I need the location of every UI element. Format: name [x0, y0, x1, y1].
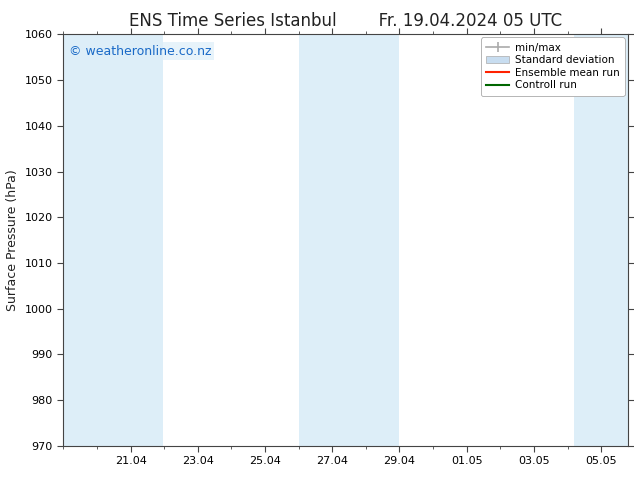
- Legend: min/max, Standard deviation, Ensemble mean run, Controll run: min/max, Standard deviation, Ensemble me…: [481, 37, 624, 96]
- Y-axis label: Surface Pressure (hPa): Surface Pressure (hPa): [6, 169, 19, 311]
- Bar: [574, 34, 628, 446]
- Bar: [63, 34, 163, 446]
- Title: ENS Time Series Istanbul        Fr. 19.04.2024 05 UTC: ENS Time Series Istanbul Fr. 19.04.2024 …: [129, 12, 562, 30]
- Text: © weatheronline.co.nz: © weatheronline.co.nz: [69, 45, 212, 58]
- Bar: [299, 34, 399, 446]
